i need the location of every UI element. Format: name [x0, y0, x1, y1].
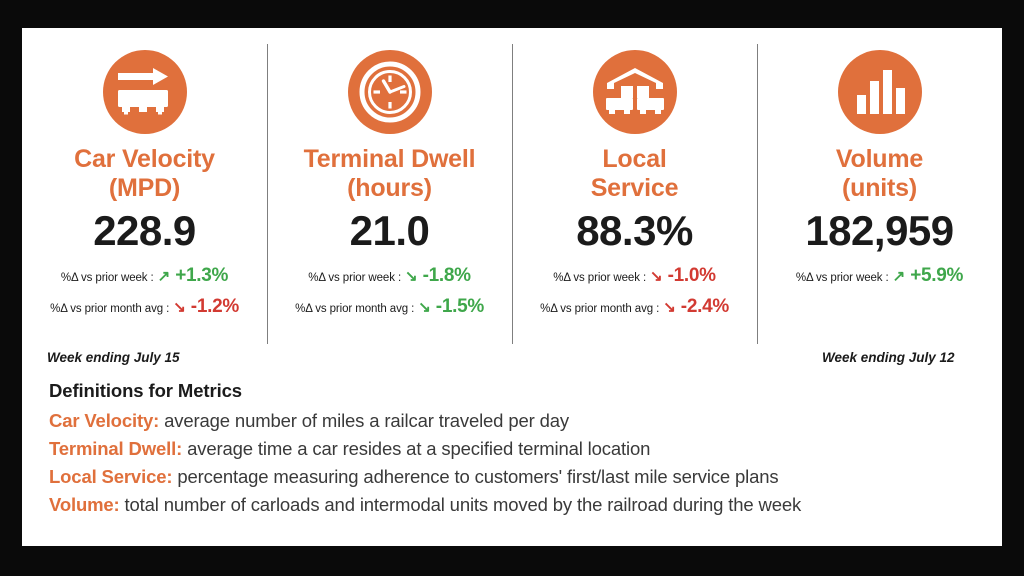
railcar-icon [102, 50, 187, 134]
week-ending-left: Week ending July 15 [47, 350, 180, 365]
kpi-title-line2: Service [590, 174, 679, 202]
kpi-title: Volume (units) [836, 145, 923, 203]
definition-term: Car Velocity: [49, 410, 160, 431]
delta-row-prior-week: %Δ vs prior week : ↗ +5.9% [795, 265, 964, 287]
definition-item: Volume: total number of carloads and int… [49, 491, 979, 519]
arrow-down-icon: ↘ [418, 299, 431, 317]
depot-railcars-icon [592, 50, 677, 134]
kpi-panel-volume[interactable]: Volume (units) 182,959 %Δ vs prior week … [757, 36, 1002, 348]
kpi-title-line1: Terminal Dwell [303, 145, 476, 173]
delta-value: +5.9% [910, 265, 964, 287]
arrow-up-icon: ↗ [892, 268, 906, 286]
arrow-up-icon: ↗ [157, 268, 171, 286]
delta-label: %Δ vs prior month avg : [50, 303, 170, 316]
arrow-down-icon: ↘ [173, 299, 186, 317]
kpi-title: Terminal Dwell (hours) [304, 145, 476, 203]
delta-label: %Δ vs prior week : [553, 272, 647, 285]
definition-item: Local Service: percentage measuring adhe… [49, 463, 979, 491]
delta-row-prior-week: %Δ vs prior week : ↗ +1.3% [60, 265, 229, 287]
arrow-down-icon: ↘ [650, 268, 663, 286]
delta-label: %Δ vs prior week : [60, 272, 154, 285]
delta-value: -1.0% [667, 265, 716, 287]
kpi-delta-list: %Δ vs prior week : ↗ +5.9% [757, 265, 1002, 287]
kpi-value: 88.3% [576, 207, 693, 254]
kpi-panel-local-service[interactable]: Local Service 88.3% %Δ vs prior week : ↘… [512, 36, 757, 348]
delta-value: -2.4% [680, 296, 729, 318]
kpi-title: Local Service [591, 145, 679, 203]
kpi-title-line1: Local [602, 145, 667, 173]
kpi-title-line2: (units) [842, 174, 917, 202]
definition-term: Volume: [49, 494, 120, 516]
clock-icon [347, 50, 432, 134]
kpi-panel-terminal-dwell[interactable]: Terminal Dwell (hours) 21.0 %Δ vs prior … [267, 36, 512, 348]
arrow-down-icon: ↘ [663, 299, 676, 317]
delta-label: %Δ vs prior week : [308, 272, 402, 285]
kpi-value: 228.9 [93, 207, 196, 254]
definition-text: average number of miles a railcar travel… [159, 410, 569, 431]
definition-item: Car Velocity: average number of miles a … [49, 407, 979, 435]
delta-row-prior-month: %Δ vs prior month avg : ↘ -1.5% [295, 296, 484, 318]
definitions-section: Definitions for Metrics Car Velocity: av… [49, 380, 979, 519]
definition-term: Terminal Dwell: [49, 438, 183, 460]
delta-value: -1.2% [190, 296, 239, 318]
kpi-title-line2: (MPD) [108, 174, 181, 202]
delta-row-prior-month: %Δ vs prior month avg : ↘ -2.4% [540, 296, 729, 318]
delta-row-prior-week: %Δ vs prior week : ↘ -1.8% [308, 265, 471, 287]
definitions-heading: Definitions for Metrics [49, 380, 242, 401]
delta-label: %Δ vs prior month avg : [295, 303, 415, 316]
week-ending-right: Week ending July 12 [822, 350, 955, 365]
week-ending-row: Week ending July 15 Week ending July 12 [22, 350, 1002, 376]
delta-label: %Δ vs prior week : [795, 272, 889, 285]
delta-row-prior-month: %Δ vs prior month avg : ↘ -1.2% [50, 296, 239, 318]
delta-label: %Δ vs prior month avg : [540, 303, 660, 316]
delta-value: -1.8% [422, 265, 471, 287]
kpi-delta-list: %Δ vs prior week : ↗ +1.3% %Δ vs prior m… [22, 265, 267, 318]
definition-term: Local Service: [49, 466, 173, 488]
kpi-strip: Car Velocity (MPD) 228.9 %Δ vs prior wee… [22, 36, 1002, 348]
kpi-delta-list: %Δ vs prior week : ↘ -1.0% %Δ vs prior m… [512, 265, 757, 318]
kpi-value: 21.0 [349, 207, 430, 254]
definition-text: percentage measuring adherence to custom… [172, 466, 779, 488]
kpi-title-line1: Car Velocity [74, 145, 215, 173]
kpi-panel-car-velocity[interactable]: Car Velocity (MPD) 228.9 %Δ vs prior wee… [22, 36, 267, 348]
arrow-down-icon: ↘ [405, 268, 418, 286]
definition-text: total number of carloads and intermodal … [119, 494, 802, 516]
bar-chart-icon [837, 50, 922, 134]
kpi-delta-list: %Δ vs prior week : ↘ -1.8% %Δ vs prior m… [267, 265, 512, 318]
delta-value: -1.5% [435, 296, 484, 318]
kpi-title-line2: (hours) [347, 174, 432, 202]
definition-text: average time a car resides at a specifie… [182, 438, 651, 460]
definition-item: Terminal Dwell: average time a car resid… [49, 435, 979, 463]
delta-row-prior-week: %Δ vs prior week : ↘ -1.0% [553, 265, 716, 287]
kpi-title: Car Velocity (MPD) [74, 145, 215, 203]
delta-value: +1.3% [175, 265, 229, 287]
kpi-title-line1: Volume [835, 145, 924, 173]
dashboard-card: Car Velocity (MPD) 228.9 %Δ vs prior wee… [22, 28, 1002, 546]
kpi-value: 182,959 [805, 207, 954, 254]
